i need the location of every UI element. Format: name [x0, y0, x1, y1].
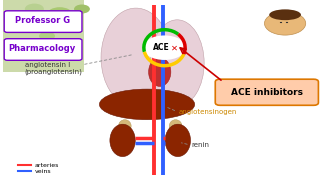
Circle shape [143, 35, 186, 60]
Circle shape [57, 40, 76, 50]
Circle shape [39, 31, 55, 40]
Ellipse shape [101, 8, 171, 107]
Circle shape [264, 12, 306, 35]
Ellipse shape [148, 58, 171, 86]
Ellipse shape [118, 120, 131, 132]
Text: ✕: ✕ [171, 43, 178, 52]
Circle shape [63, 22, 82, 32]
Ellipse shape [165, 124, 190, 157]
Ellipse shape [110, 124, 135, 157]
Ellipse shape [169, 120, 182, 132]
FancyBboxPatch shape [3, 0, 84, 72]
Ellipse shape [269, 9, 301, 20]
Ellipse shape [150, 20, 204, 106]
Text: Professor G: Professor G [15, 16, 70, 25]
FancyBboxPatch shape [215, 79, 318, 105]
Text: ACE: ACE [153, 43, 170, 52]
Text: renin: renin [191, 142, 210, 148]
FancyBboxPatch shape [4, 11, 82, 32]
FancyBboxPatch shape [4, 39, 82, 60]
Circle shape [74, 4, 90, 14]
Text: ACE inhibitors: ACE inhibitors [231, 88, 303, 97]
Ellipse shape [100, 89, 195, 120]
Circle shape [47, 7, 72, 22]
Text: angiotensinogen: angiotensinogen [179, 109, 237, 115]
Circle shape [25, 4, 44, 14]
Text: Pharmacology: Pharmacology [9, 44, 76, 53]
Text: arteries: arteries [34, 163, 59, 168]
Text: veins: veins [34, 169, 51, 174]
Text: angiotensin I
(proangiotensin): angiotensin I (proangiotensin) [25, 62, 83, 75]
